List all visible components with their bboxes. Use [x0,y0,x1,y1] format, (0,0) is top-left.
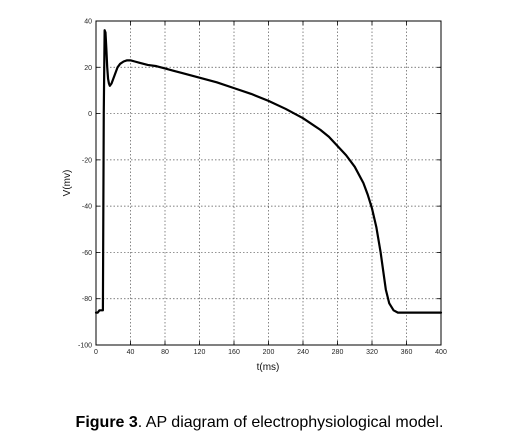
plot-frame [95,20,442,346]
y-tick-label: -40 [82,204,92,211]
y-tick-label: 40 [84,19,92,26]
action-potential-chart: 0 40 80 120 160 200 240 280 320 360 400-100-80-60-… [62,19,447,374]
x-tick-label: 80 [161,349,169,356]
x-axis-label: t(ms) [257,362,280,373]
grid-lines [96,21,441,345]
tick-labels: 0 40 80 120 160 200 240 280 320 360 400-100-80-60-… [78,19,447,357]
y-tick-label: -80 [82,296,92,303]
y-tick-label: -60 [82,250,92,257]
figure-caption: Figure 3. AP diagram of electrophysiolog… [0,414,519,432]
x-tick-label: 240 [297,349,309,356]
y-tick-label: -20 [82,157,92,164]
x-tick-label: 280 [332,349,344,356]
x-tick-label: 200 [263,349,275,356]
x-tick-label: 160 [228,349,240,356]
voltage-trace-line [94,29,443,314]
x-tick-label: 0 [94,349,98,356]
x-tick-label: 360 [401,349,413,356]
y-tick-label: 0 [88,111,92,118]
y-tick-label: 20 [84,65,92,72]
y-axis-label: V(mv) [62,170,73,197]
x-tick-label: 400 [435,349,447,356]
figure-caption-label: Figure 3 [75,414,138,431]
x-tick-label: 40 [127,349,135,356]
y-tick-label: -100 [78,343,92,350]
figure-caption-text: . AP diagram of electrophysiological mod… [137,414,444,431]
x-tick-label: 320 [366,349,378,356]
x-tick-label: 120 [194,349,206,356]
